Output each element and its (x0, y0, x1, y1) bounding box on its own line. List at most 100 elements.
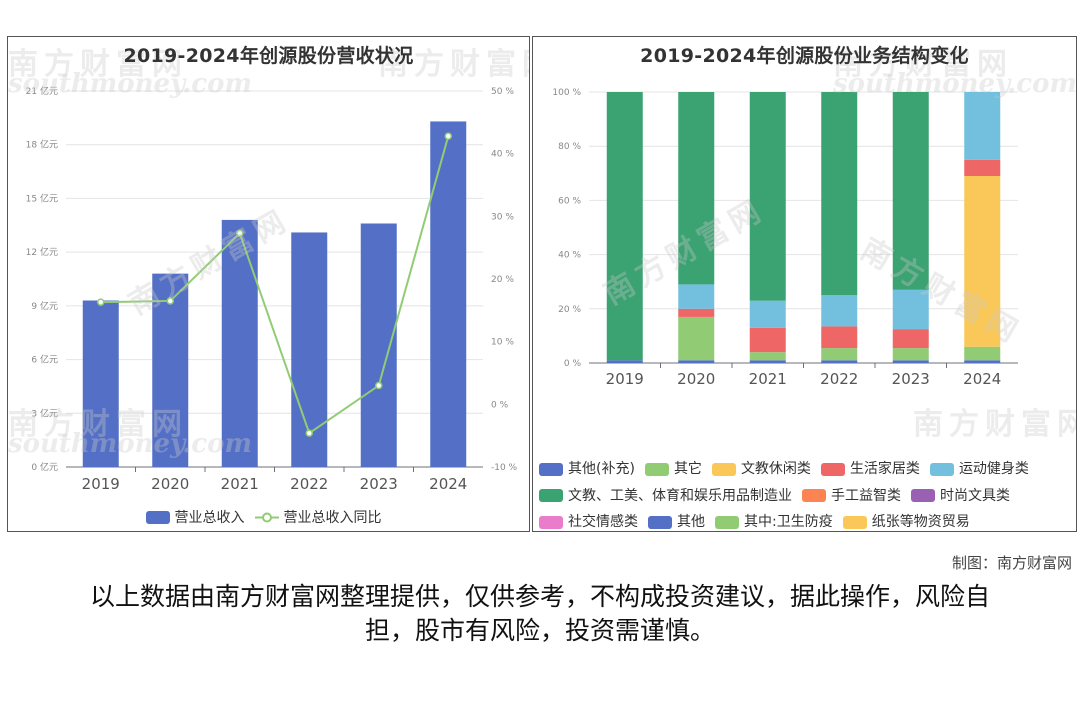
yoy-growth-line (100, 135, 450, 435)
x-axis-tick-label: 2022 (290, 475, 328, 493)
structure-chart-panel: 南方财富网 southmoney.com 南方财富网 南方财富网 南方财富网 2… (532, 36, 1077, 532)
revenue-legend: 营业总收入 营业总收入同比 (8, 507, 529, 528)
left-axis-tick-label: 3 亿元 (31, 407, 58, 419)
legend-label: 其他(补充) (568, 461, 635, 477)
stacked-bar-segment (749, 327, 786, 353)
legend-swatch (648, 515, 672, 529)
stacked-bar-segment (964, 346, 1001, 361)
yoy-growth-point (97, 298, 105, 306)
legend-item[interactable]: 其他(补充) (539, 457, 635, 481)
stacked-bar-segment (892, 348, 929, 361)
yoy-growth-point (444, 132, 452, 140)
revenue-bar (360, 223, 397, 467)
stacked-bar-segment (964, 92, 1001, 160)
legend-label: 营业总收入同比 (283, 510, 382, 526)
legend-item[interactable]: 营业总收入同比 (254, 507, 382, 527)
x-axis-tick-label: 2024 (429, 475, 467, 493)
structure-legend: 其他(补充) 其它 文教休闲类 生活家居类 运动健身类文教、工美、体育和娱乐用品制造业 手… (539, 457, 1074, 531)
revenue-bar (82, 300, 119, 467)
right-axis-tick-label: 30 % (491, 212, 514, 222)
stacked-bar-segment (678, 308, 715, 317)
legend-item[interactable]: 文教休闲类 (711, 457, 811, 481)
stacked-bar-segment (892, 92, 929, 290)
revenue-bar (430, 121, 467, 467)
legend-swatch (802, 489, 826, 502)
right-axis-tick-label: 40 % (491, 150, 514, 160)
legend-item[interactable]: 社交情感类 (539, 510, 638, 531)
x-axis-tick-label: 2023 (360, 475, 398, 493)
right-axis-tick-label: 20 % (491, 275, 514, 285)
x-axis-tick-label: 2019 (606, 370, 644, 388)
yoy-growth-point (305, 429, 313, 437)
legend-swatch (842, 515, 867, 529)
chart-credit: 制图：南方财富网 (951, 554, 1072, 572)
legend-swatch (711, 462, 736, 476)
legend-item[interactable]: 文教、工美、体育和娱乐用品制造业 (539, 484, 792, 508)
structure-chart-svg: 0 % 20 % 40 % 60 % 80 % 100 % 2019 2020 2021 2022… (552, 88, 1018, 388)
right-axis-tick-label: 0 % (491, 400, 509, 410)
right-axis-tick-label: 10 % (491, 338, 514, 348)
x-axis-tick-label: 2024 (963, 370, 1001, 388)
left-axis-tick-label: 12 亿元 (26, 246, 58, 258)
stacked-bar-segment (606, 92, 643, 361)
x-axis-tick-label: 2023 (892, 370, 930, 388)
stacked-bar-segment (821, 295, 858, 327)
stacked-bar-segment (892, 329, 929, 349)
legend-item[interactable]: 生活家居类 (820, 457, 920, 481)
left-axis-tick-label: 0 亿元 (31, 461, 58, 473)
legend-swatch (644, 462, 669, 476)
legend-label: 其它 (673, 461, 702, 477)
left-axis-tick-label: 15 亿元 (26, 192, 58, 204)
legend-swatch (929, 462, 954, 476)
legend-item[interactable]: 其中:卫生防疫 (715, 510, 833, 531)
y-axis-tick-label: 20 % (558, 305, 581, 315)
revenue-bar (221, 219, 258, 467)
legend-swatch (715, 515, 739, 529)
stacked-bar-segment (964, 360, 1001, 363)
legend-label: 文教、工美、体育和娱乐用品制造业 (568, 487, 792, 504)
legend-swatch (911, 489, 935, 502)
left-axis-tick-label: 6 亿元 (31, 354, 58, 366)
legend-label: 其中:卫生防疫 (744, 514, 833, 530)
y-axis-tick-label: 0 % (564, 359, 582, 369)
stacked-bar-segment (749, 360, 786, 363)
y-axis-tick-label: 80 % (558, 142, 581, 152)
legend-label: 生活家居类 (849, 461, 920, 477)
legend-item[interactable]: 手工益智类 (802, 484, 901, 508)
disclaimer-text: 以上数据由南方财富网整理提供，仅供参考，不构成投资建议，据此操作，风险自担，股市… (89, 582, 990, 645)
legend-item[interactable]: 纸张等物资贸易 (842, 510, 970, 531)
stacked-bar-segment (749, 352, 786, 361)
legend-label: 其他 (677, 514, 705, 530)
legend-item[interactable]: 其他 (648, 510, 705, 531)
x-axis-tick-label: 2020 (151, 475, 189, 493)
legend-item[interactable]: 营业总收入 (145, 507, 245, 527)
stacked-bar-segment (678, 360, 715, 363)
legend-swatch (539, 489, 563, 502)
legend-label: 文教休闲类 (740, 461, 811, 477)
stacked-bar-segment (749, 300, 786, 328)
revenue-chart-svg: 0 亿元 3 亿元 6 亿元 9 亿元 12 亿元 15 亿元 18 亿元 21 亿元 -10 … (26, 85, 518, 493)
stacked-bar-segment (964, 159, 1001, 177)
left-axis-tick-label: 21 亿元 (26, 85, 58, 97)
legend-label: 手工益智类 (831, 487, 901, 504)
stacked-bar-segment (821, 326, 858, 349)
left-axis-tick-label: 9 亿元 (31, 300, 58, 312)
stacked-bar-segment (821, 92, 858, 296)
legend-swatch (820, 462, 845, 476)
revenue-bar (152, 273, 189, 467)
legend-swatch (539, 462, 563, 476)
stacked-bar-segment (606, 360, 643, 363)
y-axis-tick-label: 40 % (558, 251, 581, 261)
stacked-bar-segment (821, 348, 858, 361)
right-axis-tick-label: -10 % (491, 463, 518, 473)
legend-label: 纸张等物资贸易 (871, 514, 970, 530)
legend-label: 时尚文具类 (940, 487, 1010, 504)
legend-label: 营业总收入 (174, 510, 245, 526)
stacked-bar-segment (892, 289, 929, 330)
stacked-bar-segment (749, 92, 786, 301)
legend-item[interactable]: 其它 (644, 457, 702, 481)
stacked-bar-segment (892, 360, 929, 363)
chart-title: 2019-2024年创源股份营收状况 (123, 45, 414, 67)
legend-item[interactable]: 运动健身类 (929, 457, 1029, 481)
legend-item[interactable]: 时尚文具类 (911, 484, 1010, 508)
